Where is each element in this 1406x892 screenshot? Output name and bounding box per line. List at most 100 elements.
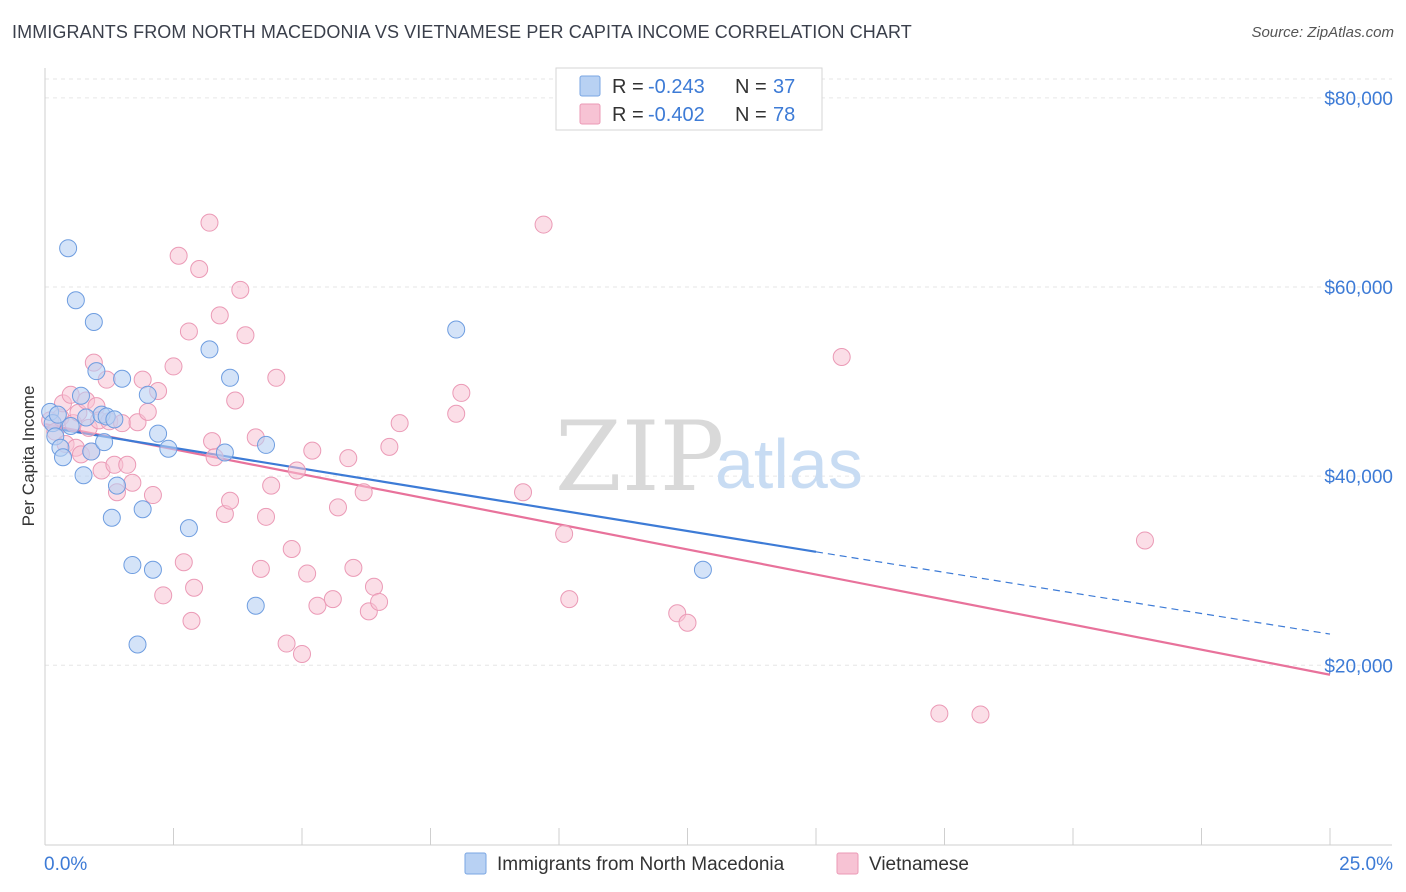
vietnamese-point — [174, 553, 193, 572]
legend: R = -0.243 N = 37 R = -0.402 N = 78 — [555, 67, 823, 131]
macedonia-point — [159, 439, 178, 458]
y-tick-label: $80,000 — [1324, 89, 1393, 110]
y-tick-label: $40,000 — [1324, 467, 1393, 488]
macedonia-point — [105, 410, 124, 429]
legend-swatch-vietnamese — [579, 103, 601, 125]
macedonia-point — [66, 291, 85, 310]
vietnamese-point — [257, 507, 276, 526]
vietnamese-point — [555, 524, 574, 543]
vietnamese-point — [560, 590, 579, 609]
bottom-legend-swatch-macedonia — [464, 852, 487, 875]
vietnamese-point — [1135, 531, 1154, 550]
legend-swatch-macedonia — [579, 75, 601, 97]
vietnamese-point — [169, 246, 188, 265]
vietnamese-point — [832, 347, 851, 366]
bottom-legend: Immigrants from North Macedonia Vietname… — [464, 852, 969, 875]
vietnamese-point — [200, 213, 219, 232]
macedonia-point — [693, 560, 712, 579]
macedonia-point — [82, 442, 101, 461]
vietnamese-point — [154, 586, 173, 605]
y-tick-labels: $20,000 $40,000 $60,000 $80,000 — [1324, 89, 1393, 677]
vietnamese-point — [138, 402, 157, 421]
legend-r-label-1: R = — [612, 76, 644, 98]
vietnamese-point — [282, 539, 301, 558]
watermark: ZIP atlas — [555, 401, 863, 513]
source-label: Source: ZipAtlas.com — [1251, 24, 1394, 41]
macedonia-point — [77, 408, 96, 427]
vietnamese-point — [143, 486, 162, 505]
macedonia-point — [113, 369, 132, 388]
vietnamese-point — [298, 564, 317, 583]
vietnamese-point — [452, 383, 471, 402]
trend-line-vietnamese — [44, 423, 1331, 676]
y-axis-title: Per Capita Income — [19, 386, 38, 527]
trend-line-macedonia-extension — [815, 551, 1331, 635]
macedonia-point — [221, 368, 240, 387]
vietnamese-point — [182, 611, 201, 630]
vietnamese-point — [251, 559, 270, 578]
vietnamese-point — [262, 476, 281, 495]
vietnamese-point — [210, 306, 229, 325]
vietnamese-point — [118, 455, 137, 474]
macedonia-point — [61, 417, 80, 436]
vietnamese-point — [185, 578, 204, 597]
macedonia-point — [107, 476, 126, 495]
macedonia-point — [246, 596, 265, 615]
vietnamese-point — [323, 590, 342, 609]
legend-r-value-2: -0.402 — [648, 104, 705, 126]
macedonia-points — [41, 239, 712, 654]
legend-r-label-2: R = — [612, 104, 644, 126]
vietnamese-point — [514, 483, 533, 502]
vietnamese-point — [267, 368, 286, 387]
macedonia-point — [74, 466, 93, 485]
macedonia-point — [53, 448, 72, 467]
vietnamese-point — [293, 644, 311, 663]
vietnamese-point — [133, 370, 152, 389]
macedonia-point — [123, 556, 142, 575]
macedonia-point — [149, 424, 168, 443]
vietnamese-point — [308, 596, 327, 615]
vietnamese-point — [380, 437, 399, 456]
vietnamese-point — [303, 441, 322, 460]
macedonia-point — [133, 500, 152, 519]
macedonia-point — [143, 560, 162, 579]
vietnamese-point — [164, 357, 183, 376]
bottom-legend-label-vietnamese: Vietnamese — [869, 854, 969, 875]
legend-n-label-2: N = — [735, 104, 767, 126]
macedonia-point — [200, 340, 219, 359]
y-tick-label: $60,000 — [1324, 278, 1393, 299]
vietnamese-point — [123, 473, 142, 492]
macedonia-point — [87, 362, 106, 381]
gridlines — [45, 78, 1392, 666]
vietnamese-point — [971, 705, 990, 724]
vietnamese-point — [390, 414, 409, 433]
vietnamese-point — [190, 260, 209, 279]
x-tick-label: 0.0% — [44, 854, 87, 875]
vietnamese-point — [277, 634, 296, 653]
vietnamese-point — [226, 391, 245, 410]
vietnamese-point — [370, 592, 389, 611]
watermark-zip: ZIP — [555, 401, 724, 513]
vietnamese-point — [339, 449, 358, 468]
x-tick-labels: 0.0% 25.0% — [44, 854, 1393, 875]
macedonia-point — [95, 433, 114, 452]
legend-n-label-1: N = — [735, 76, 767, 98]
x-tick-label: 25.0% — [1339, 854, 1393, 875]
vietnamese-point — [534, 215, 553, 234]
watermark-atlas: atlas — [715, 425, 863, 503]
vietnamese-point — [678, 613, 697, 632]
vietnamese-point — [447, 404, 466, 423]
vietnamese-point — [221, 491, 240, 510]
legend-n-value-2: 78 — [773, 104, 795, 126]
vietnamese-point — [328, 498, 347, 517]
vietnamese-point — [354, 483, 373, 502]
vietnamese-point — [179, 322, 198, 341]
macedonia-point — [84, 312, 103, 331]
chart-title: IMMIGRANTS FROM NORTH MACEDONIA VS VIETN… — [12, 22, 912, 42]
legend-r-value-1: -0.243 — [648, 76, 705, 98]
macedonia-point — [128, 635, 147, 654]
macedonia-point — [447, 320, 466, 339]
vietnamese-point — [231, 280, 250, 299]
y-tick-label: $20,000 — [1324, 656, 1393, 677]
